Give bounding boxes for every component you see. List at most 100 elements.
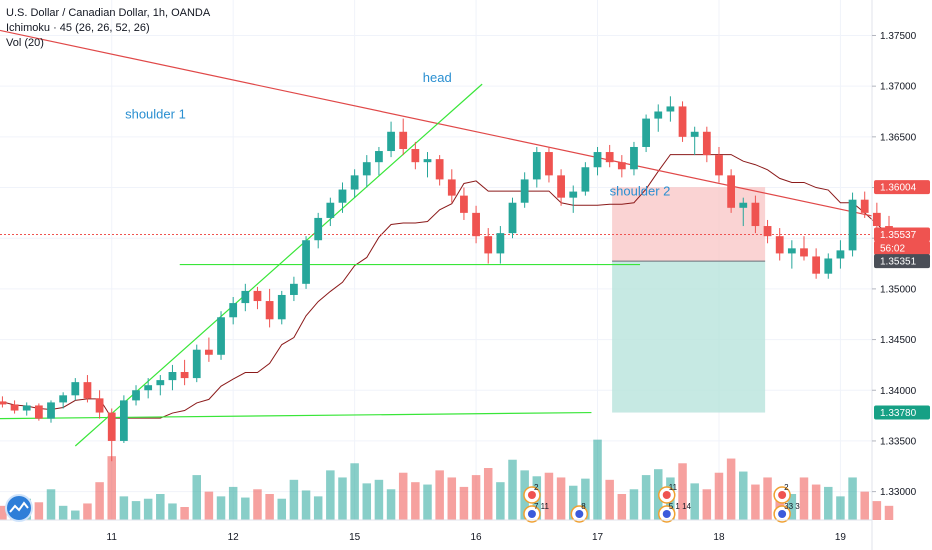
candle-body [702, 131, 711, 156]
candle-body [727, 175, 736, 208]
volume-bar [860, 491, 869, 520]
flag-icon [527, 510, 536, 518]
candle-body [10, 404, 19, 411]
candle-body [362, 162, 371, 176]
volume-bar [836, 496, 845, 520]
logo-circle [5, 494, 33, 522]
candle-body [872, 212, 881, 227]
volume-bar [58, 505, 68, 520]
candle-body [617, 162, 626, 170]
volume-bar [289, 479, 299, 520]
drawing-lines [0, 29, 890, 447]
candle-body [763, 226, 772, 237]
candle-body [739, 202, 748, 208]
time-tick-label: 15 [349, 532, 361, 543]
candle-body [180, 372, 189, 379]
candle-body [472, 212, 480, 237]
volume-bar [787, 494, 797, 520]
candle-body [277, 294, 286, 320]
candle-body [642, 118, 650, 147]
candle-body [132, 390, 140, 401]
volume-bar [447, 477, 457, 520]
volume-bar [216, 496, 226, 520]
candle-body [520, 179, 529, 203]
support-line [0, 411, 592, 420]
price-tag-label: 1.36004 [880, 183, 917, 194]
candle-body [411, 149, 420, 163]
volume-bar [629, 489, 639, 520]
candle-body [314, 217, 323, 241]
candle-body [423, 159, 432, 163]
time-tick-label: 16 [471, 532, 483, 543]
volume-bar [204, 491, 214, 520]
price-tag-label: 1.35537 [880, 230, 917, 241]
volume-bar [799, 477, 809, 520]
ichimoku-indicator-label[interactable]: Ichimoku · 45 (26, 26, 52, 26) [6, 22, 150, 34]
volume-bar [496, 482, 505, 520]
tradingview-logo[interactable] [5, 494, 33, 522]
symbol-title[interactable]: U.S. Dollar / Canadian Dollar, 1h, OANDA [6, 7, 211, 19]
candle-body [484, 236, 493, 254]
volume-bar [435, 470, 444, 520]
volume-bar [277, 498, 287, 520]
candle-body [860, 199, 869, 213]
volume-bar [471, 475, 481, 520]
candle-body [836, 250, 845, 259]
volume-bar [350, 463, 359, 520]
candle-body [95, 398, 104, 413]
volume-bar [848, 477, 857, 520]
volume-bar [326, 470, 335, 520]
price-tick-label: 1.37500 [880, 31, 917, 42]
event-count: 33 3 [784, 502, 800, 511]
price-tick-label: 1.33000 [880, 487, 917, 498]
volume-bar [508, 459, 517, 520]
candle-body [192, 349, 201, 379]
time-tick-label: 11 [107, 532, 118, 543]
candle-body [824, 258, 833, 274]
volume-bar [71, 510, 80, 520]
candle-body [229, 303, 238, 318]
volume-bar [265, 494, 274, 520]
candle-body [812, 256, 821, 274]
candle-body [690, 131, 699, 137]
candle-body [302, 240, 310, 284]
volume-bar [763, 477, 772, 520]
volume-bar [180, 507, 189, 520]
candle-body [156, 380, 165, 386]
volume-bars [0, 439, 894, 520]
volume-bar [131, 501, 141, 520]
volume-bar [386, 489, 396, 520]
candle-body [447, 179, 456, 196]
flag-icon [575, 510, 584, 518]
candle-body [241, 290, 250, 304]
price-tick-label: 1.34500 [880, 335, 917, 346]
volume-bar [156, 494, 165, 520]
annotation-label: shoulder 2 [610, 184, 671, 199]
volume-bar [362, 483, 372, 520]
candle-body [107, 412, 116, 441]
price-tick-label: 1.36500 [880, 132, 917, 143]
candle-body [605, 152, 614, 163]
risk-reward-zones [612, 187, 766, 413]
volume-indicator-label[interactable]: Vol (20) [6, 37, 44, 49]
volume-bar [168, 503, 177, 520]
time-tick-label: 17 [592, 532, 604, 543]
event-count: 2 [784, 483, 789, 492]
volume-bar [338, 477, 347, 520]
volume-bar [253, 489, 262, 520]
candle-body [253, 290, 262, 302]
event-count: 7 11 [534, 502, 550, 511]
price-tag [874, 254, 930, 269]
candle-body [508, 202, 517, 234]
volume-bar [544, 472, 554, 520]
candle-body [326, 202, 335, 218]
volume-bar [143, 498, 153, 520]
volume-bar [374, 479, 384, 520]
volume-bar [714, 472, 724, 520]
price-tick-label: 1.33500 [880, 436, 917, 447]
volume-bar [824, 486, 833, 520]
volume-bar [423, 484, 432, 520]
volume-bar [483, 468, 493, 520]
price-tag-label: 1.33780 [880, 408, 917, 419]
